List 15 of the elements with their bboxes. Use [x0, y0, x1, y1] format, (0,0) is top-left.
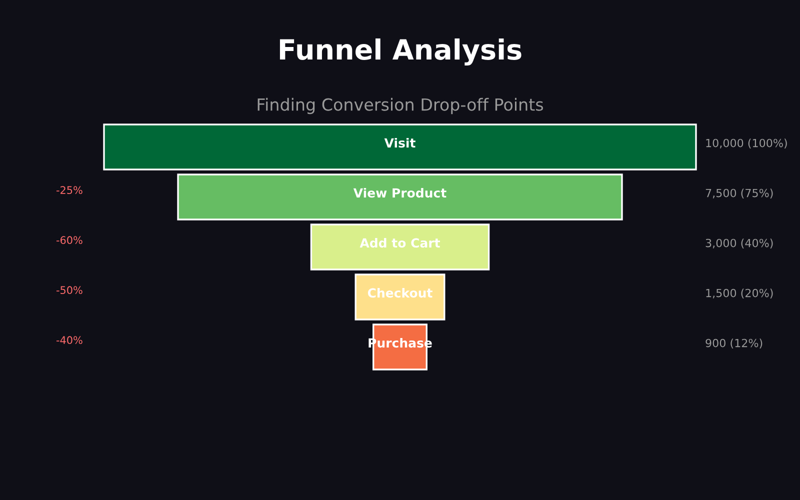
- text: -40%: [56, 336, 82, 344]
- data-label: 7,500 (75%): [706, 188, 773, 199]
- category-label: Checkout: [368, 288, 432, 298]
- category-label: Add to Cart: [360, 238, 440, 248]
- data-label: 900 (12%): [706, 338, 762, 349]
- text: -25%: [56, 186, 82, 194]
- text: -60%: [56, 236, 82, 244]
- data-label: 1,500 (20%): [706, 288, 773, 299]
- data-label: 10,000 (100%): [706, 138, 787, 149]
- category-label: View Product: [353, 188, 446, 198]
- text: Funnel Analysis: [280, 38, 522, 66]
- text: Finding Conversion Drop-off Points: [258, 98, 544, 114]
- data-label: 3,000 (40%): [706, 238, 773, 249]
- category-label: Visit: [384, 138, 416, 148]
- text: -50%: [56, 286, 82, 294]
